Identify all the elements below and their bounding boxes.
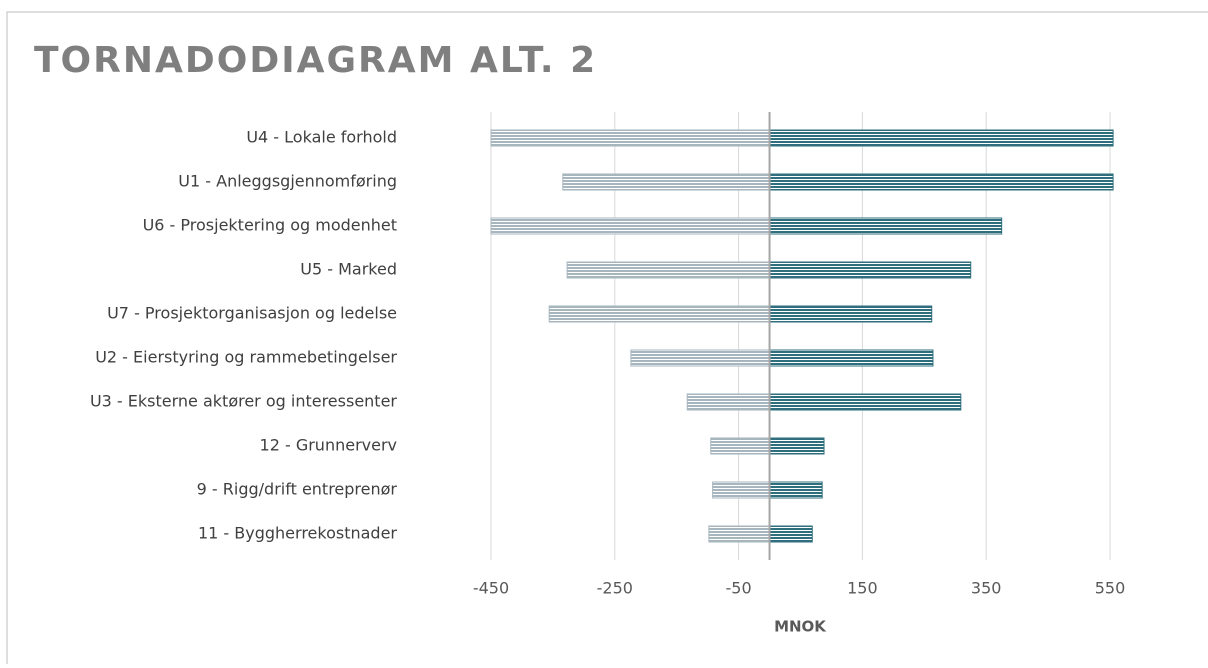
category-label: 11 - Byggherrekostnader bbox=[198, 524, 397, 543]
x-tick-label: -50 bbox=[726, 579, 752, 598]
x-tick-label: 550 bbox=[1095, 579, 1126, 598]
bar bbox=[769, 129, 1114, 147]
bar bbox=[769, 305, 933, 323]
bar bbox=[769, 437, 825, 455]
bar bbox=[769, 393, 962, 411]
bar bbox=[708, 525, 771, 543]
x-axis-label: MNOK bbox=[774, 618, 827, 636]
category-label: 9 - Rigg/drift entreprenør bbox=[197, 480, 398, 499]
bar bbox=[769, 217, 1003, 235]
bar bbox=[686, 393, 771, 411]
bar bbox=[710, 437, 771, 455]
category-label: U1 - Anleggsgjennomføring bbox=[178, 172, 397, 191]
bar bbox=[566, 261, 771, 279]
bar bbox=[712, 481, 771, 499]
bar bbox=[769, 173, 1114, 191]
bar bbox=[630, 349, 771, 367]
x-tick-label: -450 bbox=[473, 579, 509, 598]
bar bbox=[490, 129, 771, 147]
x-tick-label: 350 bbox=[971, 579, 1002, 598]
category-label: U3 - Eksterne aktører og interessenter bbox=[90, 392, 397, 411]
bar bbox=[769, 481, 823, 499]
bar bbox=[769, 525, 813, 543]
category-label: U6 - Prosjektering og modenhet bbox=[143, 216, 397, 235]
chart-title: TORNADODIAGRAM ALT. 2 bbox=[34, 40, 597, 81]
category-label: U5 - Marked bbox=[300, 260, 397, 279]
bar bbox=[548, 305, 771, 323]
bar bbox=[562, 173, 771, 191]
bar bbox=[490, 217, 771, 235]
bar bbox=[769, 261, 972, 279]
chart-frame bbox=[6, 11, 1208, 668]
x-tick-label: 150 bbox=[847, 579, 878, 598]
category-label: U2 - Eierstyring og rammebetingelser bbox=[95, 348, 397, 367]
category-label: 12 - Grunnerverv bbox=[260, 436, 397, 455]
x-tick-label: -250 bbox=[597, 579, 633, 598]
category-label: U7 - Prosjektorganisasjon og ledelse bbox=[107, 304, 397, 323]
bar bbox=[769, 349, 934, 367]
category-label: U4 - Lokale forhold bbox=[246, 128, 397, 147]
